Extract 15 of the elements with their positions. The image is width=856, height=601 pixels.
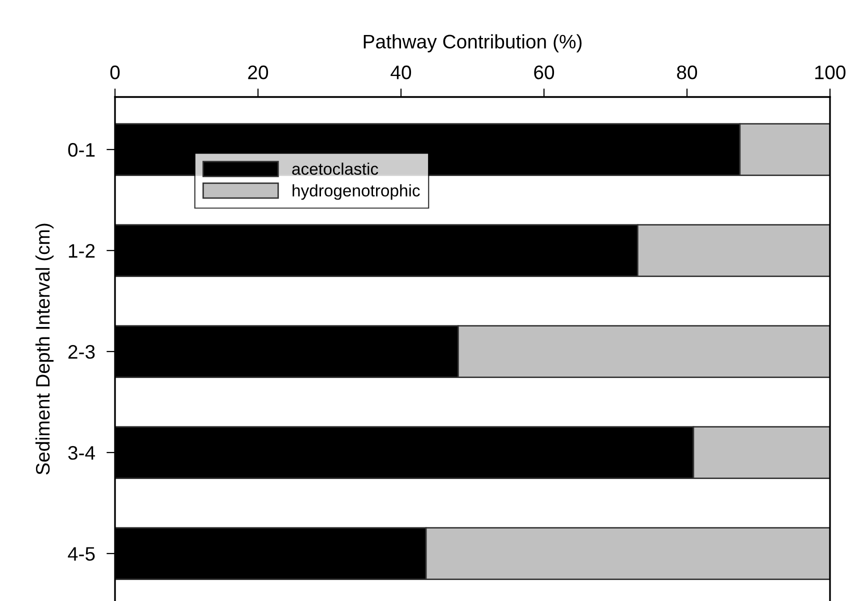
y-tick-label: 0-1 [68, 142, 95, 157]
legend-label: acetoclastic [292, 162, 378, 175]
y-tick-label: 1-2 [68, 244, 95, 258]
y-axis-title: Sediment Depth Interval (cm) [35, 224, 54, 475]
y-tick-label: 3-4 [68, 446, 95, 460]
y-tick-label: 4-5 [68, 547, 95, 561]
x-axis-title: Pathway Contribution (%) [364, 34, 582, 52]
x-tick-label: 0 [110, 66, 120, 80]
x-tick-label: 40 [390, 66, 412, 80]
x-tick-label: 20 [248, 66, 268, 80]
x-tick-label: 100 [815, 66, 846, 80]
y-tick-label: 2-3 [68, 344, 95, 359]
legend-label: hydrogenotrophic [292, 184, 420, 200]
x-tick-label: 80 [677, 66, 698, 80]
x-tick-label: 60 [534, 66, 554, 80]
